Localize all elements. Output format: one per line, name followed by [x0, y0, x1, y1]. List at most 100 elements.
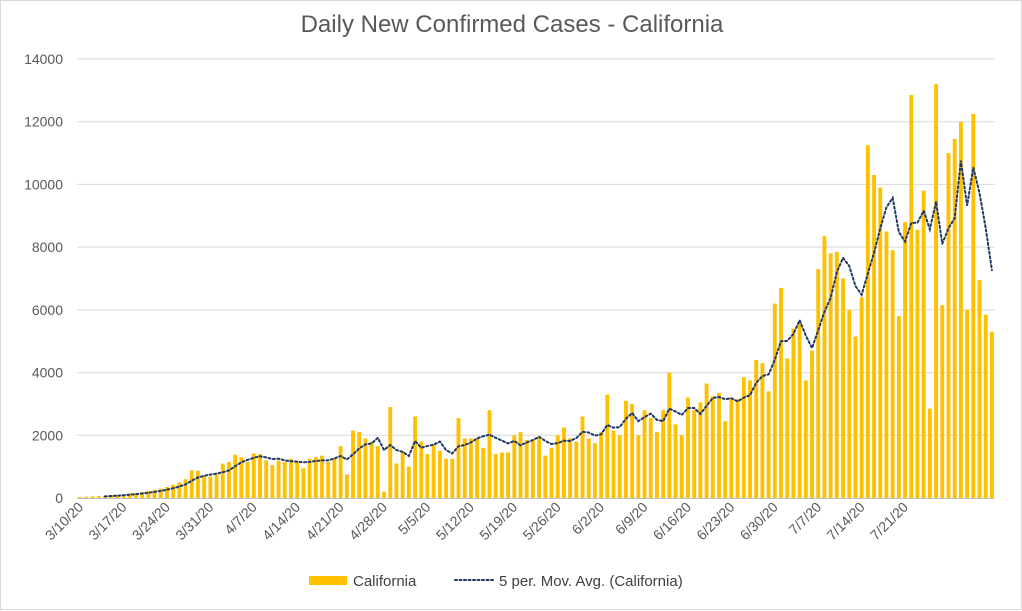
bar: [679, 435, 684, 498]
bar: [965, 309, 970, 498]
bar: [96, 496, 101, 498]
bar: [462, 438, 467, 498]
bar: [524, 439, 529, 498]
bar: [537, 436, 542, 498]
bar: [921, 190, 926, 498]
bar: [884, 231, 889, 498]
bar: [251, 453, 256, 498]
bar: [468, 438, 473, 498]
bar: [841, 278, 845, 498]
x-tick-label: 4/7/20: [221, 499, 260, 538]
bar: [214, 474, 219, 498]
bar: [313, 457, 318, 498]
x-tick-label: 3/31/20: [172, 499, 216, 543]
bar: [816, 269, 821, 498]
bar: [927, 408, 932, 498]
bar: [369, 441, 374, 498]
x-axis-ticks: 3/10/20 3/17/20 3/24/20 3/31/20 4/7/20 4/14/2…: [42, 499, 911, 543]
bar: [344, 474, 349, 498]
bar: [456, 418, 461, 498]
legend-label-moving-average: 5 per. Mov. Avg. (California): [499, 573, 683, 590]
bar-series: [78, 84, 994, 499]
bar: [803, 380, 808, 498]
bar: [115, 494, 120, 498]
bar: [655, 432, 659, 498]
bar: [388, 407, 393, 498]
x-tick-label: 6/30/20: [737, 499, 781, 543]
bar: [611, 430, 616, 498]
x-tick-label: 5/19/20: [476, 499, 520, 543]
bar: [586, 438, 591, 498]
bar: [146, 491, 151, 498]
bar: [617, 435, 622, 498]
bar: [624, 400, 628, 498]
bar: [530, 439, 535, 498]
bar: [171, 484, 176, 498]
bar: [810, 350, 814, 498]
bar: [152, 489, 157, 498]
bar: [301, 468, 306, 498]
legend: California 5 per. Mov. Avg. (California): [309, 573, 683, 590]
bar: [518, 432, 523, 498]
x-tick-label: 5/12/20: [433, 499, 477, 543]
bar: [282, 461, 287, 498]
bar: [772, 303, 777, 498]
bar: [896, 316, 901, 498]
x-tick-label: 7/14/20: [823, 499, 867, 543]
bar: [357, 432, 362, 498]
bar: [295, 461, 300, 498]
bar: [189, 470, 194, 498]
y-tick-label: 14000: [24, 51, 63, 67]
bar: [475, 438, 479, 498]
bar: [202, 476, 207, 498]
bar: [735, 399, 740, 498]
bar: [90, 496, 95, 498]
bar: [165, 487, 169, 498]
bar: [127, 493, 132, 498]
bar: [431, 444, 436, 498]
bar: [574, 441, 579, 498]
bar: [481, 447, 486, 498]
bar: [766, 391, 771, 498]
x-tick-label: 6/2/20: [568, 499, 607, 538]
bar: [915, 229, 920, 498]
y-axis-ticks: 0 2000 4000 6000 8000 10000 12000 14000: [24, 51, 63, 506]
bar: [667, 372, 672, 498]
bar: [78, 497, 83, 498]
bar: [934, 84, 938, 498]
bar: [549, 447, 554, 498]
bar: [258, 454, 262, 498]
bar: [233, 454, 238, 498]
bar: [555, 435, 560, 498]
bar: [723, 421, 728, 498]
x-tick-label: 4/21/20: [302, 499, 346, 543]
bar: [946, 153, 951, 498]
bar: [338, 446, 343, 498]
bar: [196, 470, 200, 498]
bar: [487, 410, 492, 498]
bar: [394, 463, 399, 498]
bar: [958, 121, 963, 499]
x-tick-label: 7/7/20: [785, 499, 824, 538]
bar: [134, 492, 138, 498]
bar: [183, 479, 188, 498]
bar: [239, 457, 244, 498]
bar: [822, 236, 827, 499]
bar: [710, 396, 715, 498]
bar: [307, 458, 312, 498]
bar: [704, 383, 709, 498]
bar: [580, 416, 585, 498]
bar: [847, 309, 852, 498]
legend-swatch-california: [309, 576, 347, 585]
y-tick-label: 4000: [32, 365, 63, 381]
x-tick-label: 7/21/20: [867, 499, 911, 543]
bar: [853, 336, 858, 498]
x-tick-label: 3/10/20: [42, 499, 86, 543]
bar: [878, 187, 883, 498]
y-tick-label: 10000: [24, 176, 63, 192]
bar: [698, 402, 703, 498]
y-tick-label: 6000: [32, 302, 63, 318]
bar: [326, 461, 331, 498]
bar: [382, 491, 386, 498]
